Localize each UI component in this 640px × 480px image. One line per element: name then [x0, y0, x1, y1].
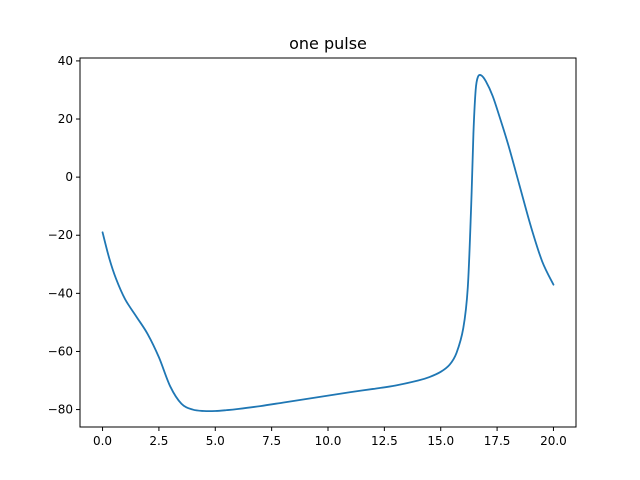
x-tick-label: 12.5 — [371, 434, 398, 448]
chart-title: one pulse — [289, 34, 367, 53]
y-tick-label: 40 — [58, 54, 73, 68]
y-tick-label: −80 — [48, 403, 73, 417]
x-axis: 0.0 2.5 5.0 7.5 10.0 12.5 15.0 17.5 20.0 — [93, 427, 567, 448]
y-tick-label: −60 — [48, 344, 73, 358]
y-tick-label: −20 — [48, 228, 73, 242]
y-tick-label: 0 — [65, 170, 73, 184]
x-tick-label: 5.0 — [206, 434, 225, 448]
series-line — [101, 74, 555, 413]
y-tick-label: −40 — [48, 286, 73, 300]
x-tick-label: 0.0 — [93, 434, 112, 448]
x-tick-label: 2.5 — [149, 434, 168, 448]
x-tick-label: 20.0 — [540, 434, 567, 448]
y-tick-label: 20 — [58, 112, 73, 126]
plot-frame — [79, 57, 577, 428]
x-tick-label: 10.0 — [315, 434, 342, 448]
y-axis: 40 20 0 −20 −40 −60 −80 — [48, 54, 80, 417]
x-tick-label: 7.5 — [262, 434, 281, 448]
series-layer — [101, 74, 555, 413]
x-tick-label: 17.5 — [484, 434, 511, 448]
x-tick-label: 15.0 — [427, 434, 454, 448]
